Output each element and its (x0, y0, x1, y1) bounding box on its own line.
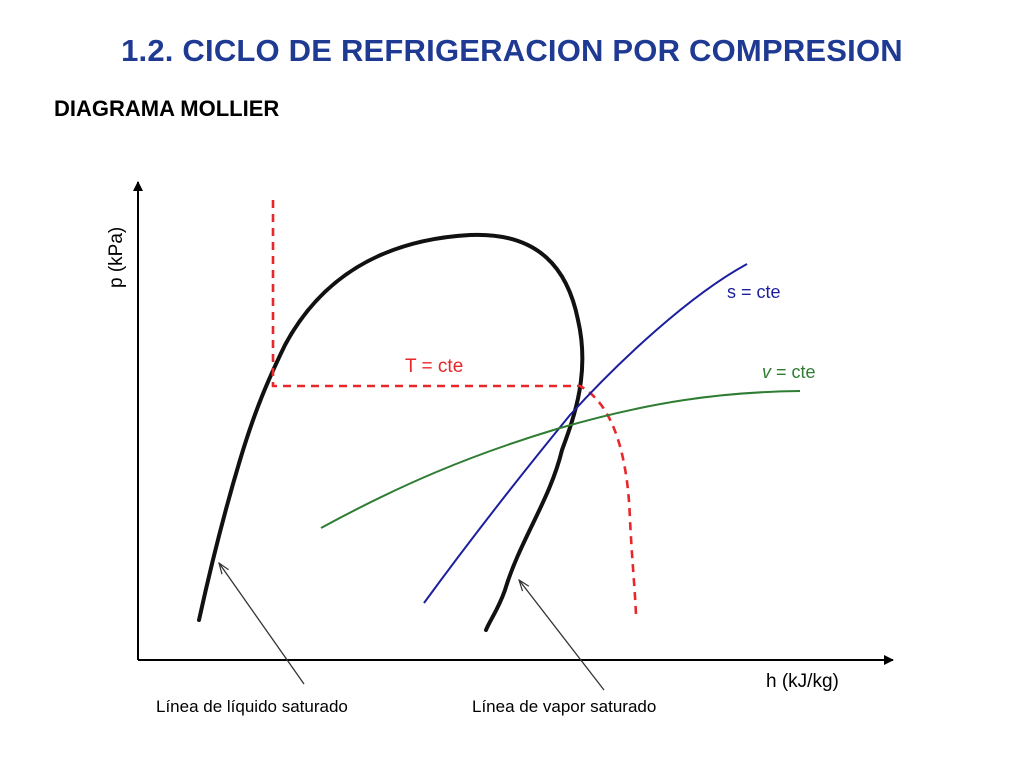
isentrope-line (423, 263, 748, 604)
x-axis-label: h (kJ/kg) (766, 671, 839, 692)
isochore-line (320, 390, 801, 529)
liquid-line-label: Línea de líquido saturado (156, 697, 348, 716)
isotherm-line (271, 200, 638, 616)
isotherm-label: T = cte (405, 356, 463, 377)
vapor-line-label: Línea de vapor saturado (472, 697, 656, 716)
isentrope-label: s = cte (727, 282, 781, 302)
y-axis-label: p (kPa) (106, 227, 127, 288)
slide-title: 1.2. CICLO DE REFRIGERACION POR COMPRESI… (121, 33, 903, 68)
saturation-dome (197, 232, 585, 632)
slide-subtitle: DIAGRAMA MOLLIER (54, 96, 280, 121)
isochore-label: v = cte (762, 362, 816, 382)
isochore-label-variable: v (762, 362, 772, 382)
isochore-label-rest: = cte (771, 362, 816, 382)
vapor-line-pointer (519, 580, 605, 691)
liquid-line-pointer (219, 563, 305, 685)
